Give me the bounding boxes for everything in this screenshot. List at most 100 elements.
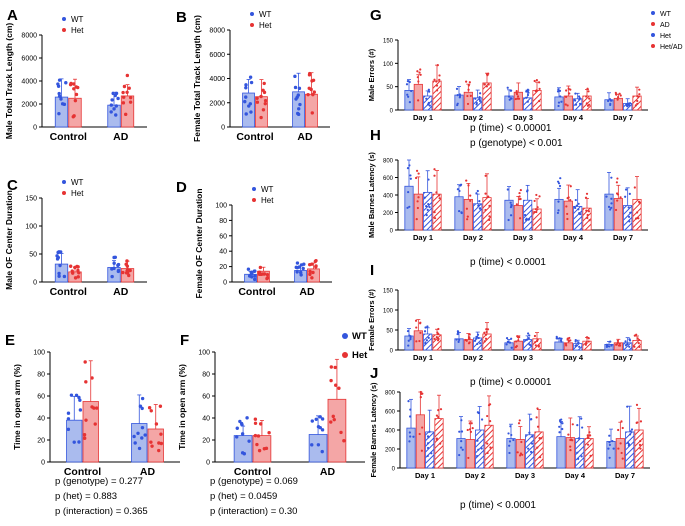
- data-point: [587, 340, 590, 343]
- y-tick-label: 150: [25, 196, 37, 203]
- category-label: Day 4: [563, 113, 584, 122]
- data-point: [588, 103, 591, 106]
- data-point: [147, 406, 152, 410]
- data-point: [408, 440, 411, 443]
- category-label: Control: [238, 286, 275, 298]
- data-point: [417, 196, 420, 199]
- data-point: [306, 92, 310, 97]
- bar: [120, 95, 135, 128]
- data-point: [112, 107, 116, 111]
- data-point: [459, 184, 462, 187]
- data-point: [307, 262, 312, 267]
- data-point: [559, 420, 562, 424]
- panel-label: B: [176, 9, 187, 26]
- data-point: [480, 418, 484, 421]
- data-point: [57, 111, 61, 116]
- bar: [68, 97, 82, 128]
- data-point: [426, 325, 429, 328]
- stats-text: p (genotype) = 0.069: [210, 476, 298, 487]
- data-point: [484, 174, 487, 177]
- data-point: [467, 184, 470, 187]
- data-point: [536, 407, 539, 410]
- legend-marker: [651, 33, 655, 37]
- data-point: [435, 191, 438, 194]
- legend-label: Het: [71, 189, 84, 198]
- data-point: [149, 409, 153, 413]
- data-point: [523, 213, 527, 217]
- data-point: [57, 91, 61, 96]
- data-point: [83, 360, 87, 364]
- data-point: [508, 95, 511, 98]
- y-tick-label: 20: [219, 264, 227, 271]
- data-point: [421, 426, 424, 429]
- data-point: [143, 433, 147, 437]
- data-point: [489, 446, 492, 449]
- data-point: [415, 340, 418, 343]
- data-point: [76, 275, 80, 279]
- data-point: [608, 456, 611, 459]
- data-point: [267, 431, 271, 435]
- data-point: [72, 87, 76, 91]
- bar: [506, 438, 516, 469]
- data-point: [77, 395, 81, 400]
- data-point: [576, 451, 579, 454]
- data-point: [535, 79, 538, 82]
- data-point: [55, 257, 60, 261]
- panel-label: H: [370, 127, 381, 144]
- data-point: [469, 94, 472, 97]
- data-point: [605, 195, 608, 198]
- data-point: [259, 115, 263, 120]
- data-point: [263, 101, 267, 106]
- panel-label: A: [7, 7, 18, 24]
- data-point: [405, 83, 409, 86]
- data-point: [420, 449, 423, 452]
- data-point: [439, 442, 442, 445]
- y-tick-label: 50: [386, 329, 393, 335]
- data-point: [406, 329, 410, 333]
- data-point: [329, 420, 333, 424]
- data-point: [329, 365, 334, 369]
- data-point: [110, 267, 114, 271]
- data-point: [409, 435, 412, 438]
- data-point: [527, 337, 530, 340]
- y-axis-label: Male OF Center Duration: [4, 190, 14, 290]
- y-tick-label: 400: [385, 429, 396, 435]
- data-point: [424, 341, 427, 344]
- category-label: Day 3: [513, 353, 533, 362]
- data-point: [435, 80, 438, 83]
- data-point: [466, 102, 470, 106]
- data-point: [585, 342, 588, 345]
- data-point: [508, 98, 511, 101]
- bar: [465, 439, 475, 469]
- data-point: [154, 422, 159, 426]
- y-tick-label: 40: [37, 416, 45, 423]
- data-point: [617, 428, 620, 432]
- bar: [632, 198, 642, 231]
- y-axis-label: Male Errors (#): [367, 48, 376, 101]
- data-point: [475, 192, 478, 195]
- data-point: [414, 176, 418, 180]
- data-point: [465, 179, 468, 182]
- data-point: [538, 81, 541, 84]
- legend-marker: [342, 352, 348, 358]
- data-point: [262, 447, 267, 451]
- data-point: [424, 326, 427, 329]
- data-point: [57, 78, 62, 82]
- data-point: [435, 414, 439, 417]
- data-point: [299, 270, 303, 275]
- bar: [563, 95, 573, 111]
- category-label: Day 4: [563, 233, 584, 242]
- data-point: [485, 328, 488, 331]
- data-point: [478, 207, 482, 210]
- y-tick-label: 40: [202, 416, 210, 423]
- data-point: [308, 269, 312, 274]
- data-point: [293, 74, 297, 79]
- data-point: [627, 206, 630, 209]
- data-point: [639, 439, 642, 443]
- data-point: [409, 174, 412, 177]
- y-tick-label: 400: [383, 194, 394, 200]
- data-point: [478, 98, 481, 101]
- data-point: [534, 341, 537, 344]
- data-point: [430, 452, 433, 455]
- data-point: [69, 81, 73, 86]
